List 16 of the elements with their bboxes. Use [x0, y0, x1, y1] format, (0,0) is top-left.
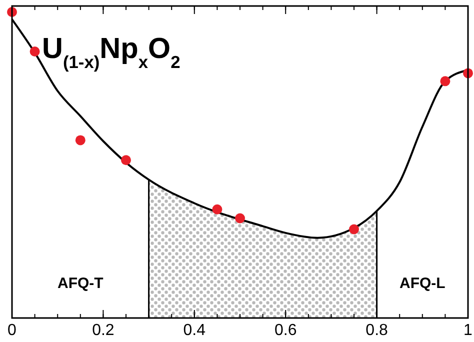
point — [349, 224, 359, 234]
text: U$_{(1-x)}$Np$_{x}$O$_{2}$ — [42, 33, 180, 72]
point — [30, 46, 40, 56]
x-tick-label: 0.2 — [92, 322, 114, 339]
x-tick-label: 0 — [8, 322, 17, 339]
x-tick-label: 0.4 — [183, 322, 206, 339]
point — [440, 76, 450, 86]
point — [212, 204, 222, 214]
x-tick-label: 0.6 — [274, 322, 297, 339]
x-tick-label: 0.8 — [366, 322, 388, 339]
annotation: AFQ-T — [57, 275, 104, 292]
x-tick-label: 1 — [464, 322, 473, 339]
annotation: AFQ-L — [399, 275, 446, 292]
point — [75, 135, 86, 146]
point — [235, 213, 245, 224]
point — [121, 155, 131, 166]
